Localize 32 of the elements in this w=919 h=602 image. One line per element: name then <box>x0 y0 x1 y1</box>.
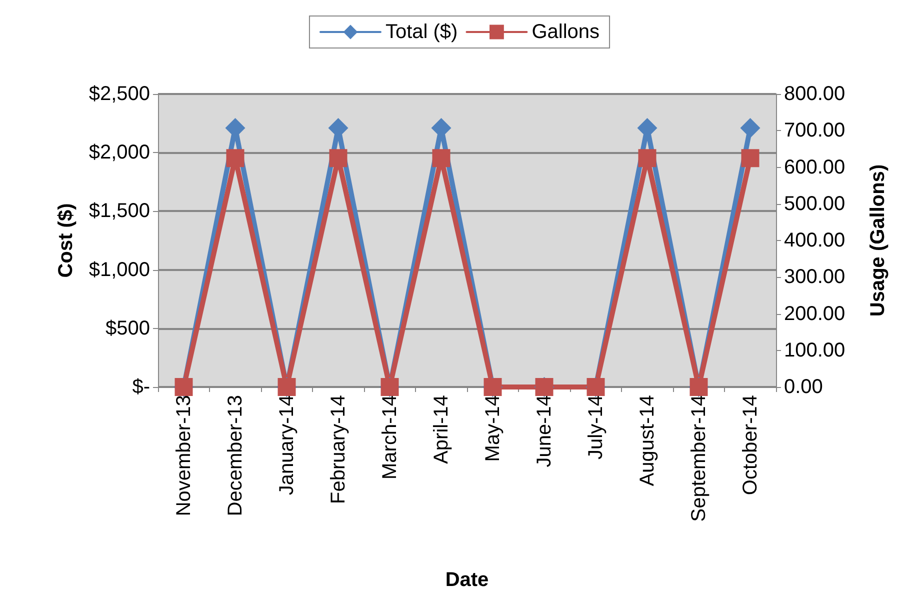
y2-tick-label: 400.00 <box>784 230 846 252</box>
y-axis-title: Cost ($) <box>55 203 77 278</box>
y-tick-label: $1,000 <box>88 258 150 281</box>
x-tick-label: July-14 <box>584 395 607 460</box>
x-tick-label: August-14 <box>636 395 658 486</box>
x-tick-label: January-14 <box>276 395 298 496</box>
y-tick-label: $500 <box>106 317 150 340</box>
y2-tick-label: 200.00 <box>784 302 846 325</box>
legend-label: Gallons <box>532 21 600 43</box>
y-tick-label: $1,500 <box>88 200 150 222</box>
y2-tick-label: 100.00 <box>784 339 846 362</box>
y-tick-label: $2,000 <box>88 142 150 164</box>
x-tick-label: June-14 <box>533 395 556 468</box>
x-axis-title: Date <box>445 569 489 591</box>
x-tick-label: March-14 <box>378 395 401 480</box>
x-tick-label: December-13 <box>224 395 246 516</box>
y2-axis-title: Usage (Gallons) <box>867 164 889 317</box>
y-tick-label: $2,500 <box>88 83 150 105</box>
y-tick-label: $- <box>132 376 150 398</box>
y2-tick-label: 500.00 <box>784 192 846 215</box>
y2-tick-label: 0.00 <box>784 376 823 398</box>
y2-tick-label: 300.00 <box>784 266 846 288</box>
x-tick-label: October-14 <box>739 395 762 496</box>
x-tick-label: May-14 <box>482 395 504 462</box>
x-tick-label: February-14 <box>327 395 350 504</box>
y2-tick-label: 800.00 <box>784 83 846 105</box>
x-tick-label: April-14 <box>430 395 452 464</box>
legend-label: Total ($) <box>385 21 458 43</box>
x-tick-label: November-13 <box>172 395 195 516</box>
x-tick-label: September-14 <box>688 395 710 522</box>
y2-tick-label: 600.00 <box>784 156 846 178</box>
y2-tick-label: 700.00 <box>784 120 846 142</box>
